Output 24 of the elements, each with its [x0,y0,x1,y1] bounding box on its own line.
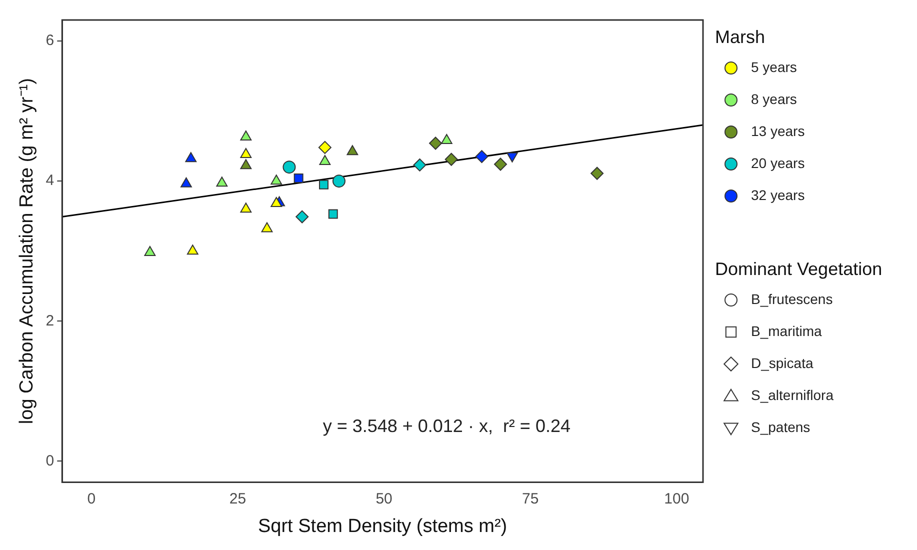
text: Dominant Vegetation [715,258,882,279]
y-tick-label: 2 [46,312,54,330]
annotation: y = 3.548 + 0.012 · x, r² = 0.24 [322,416,570,436]
y-tick-label: 4 [46,172,54,190]
y-axis-title: log Carbon Accumulation Rate (g m² yr⁻¹) [16,78,38,424]
x-tick-label: 25 [229,490,246,508]
text: Marsh [715,26,766,47]
legend-label: B_maritima [751,322,822,339]
legend-label: D_spicata [751,354,814,371]
x-tick-label: 75 [522,490,539,508]
x-axis-title: Sqrt Stem Density (stems m²) [258,516,508,537]
legend-label: 5 years [751,58,797,75]
x-tick-label: 50 [376,490,392,508]
x-tick-label: 100 [664,490,690,508]
x-tick-label: 0 [87,490,96,508]
legend-label: S_alterniflora [751,386,834,403]
legend-label: 20 years [751,154,805,171]
legend-label: S_patens [751,418,810,435]
legend-label: B_frutescens [751,290,833,307]
y-tick-label: 6 [46,32,54,50]
y-tick-label: 0 [46,452,54,470]
legend-label: 13 years [751,122,805,139]
legend-label: 32 years [751,186,805,203]
legend-label: 8 years [751,90,797,107]
